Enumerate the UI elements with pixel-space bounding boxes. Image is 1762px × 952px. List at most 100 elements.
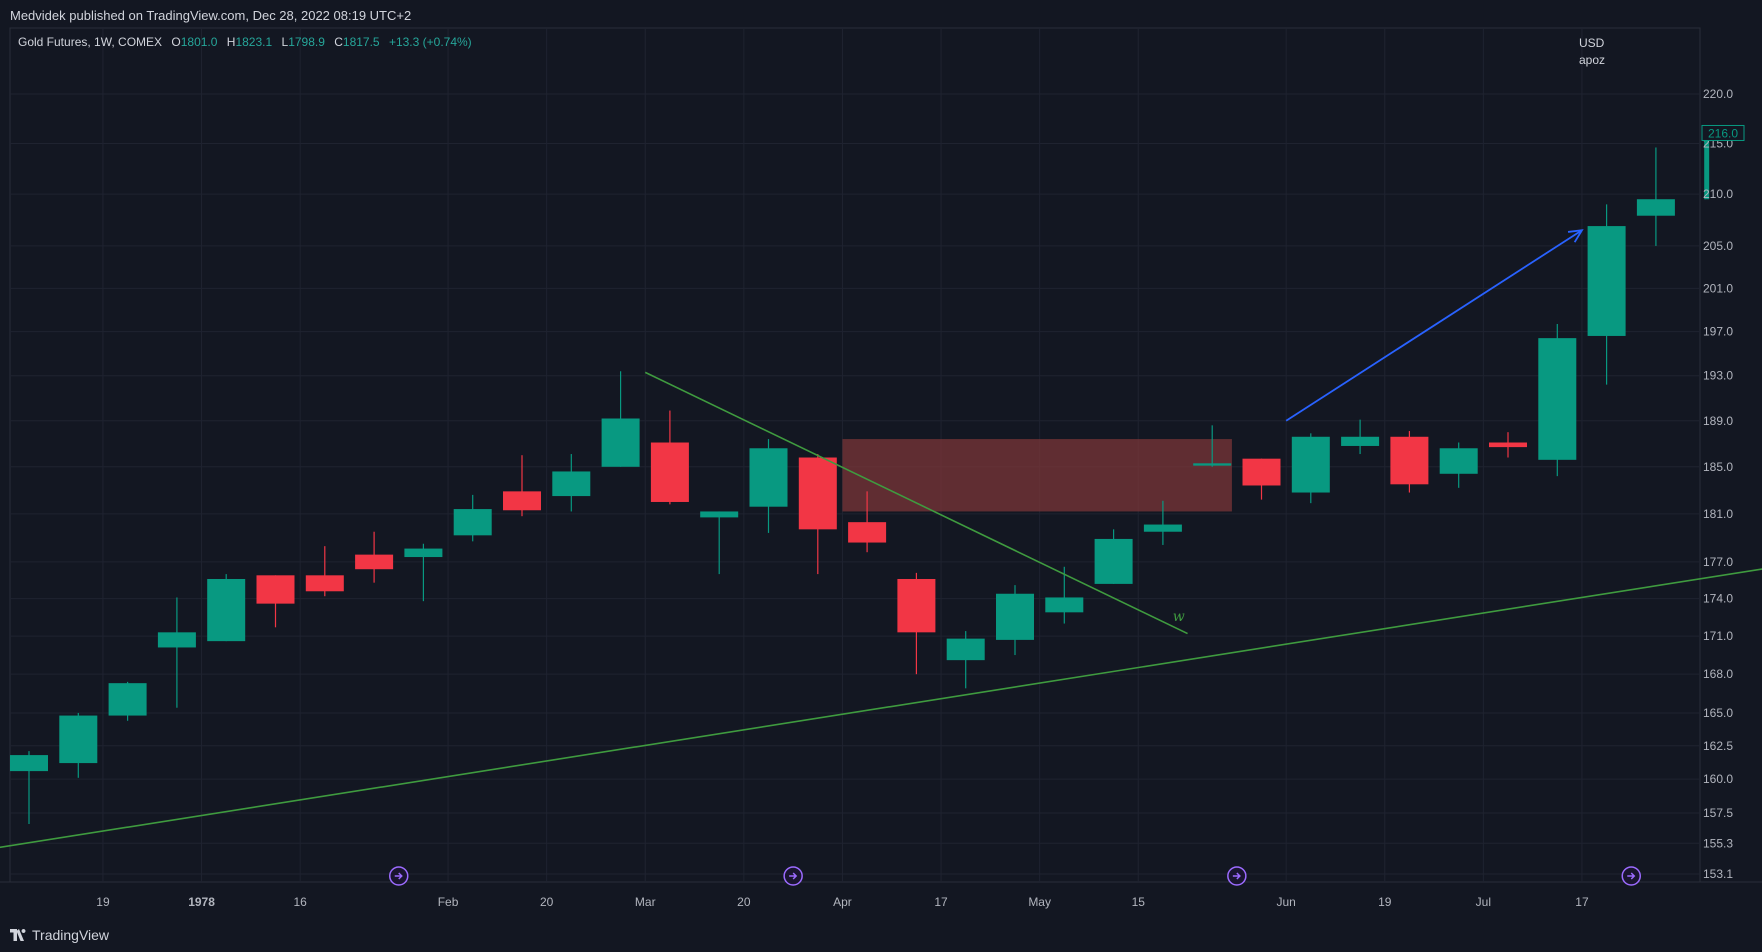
tradingview-logo[interactable]: TradingView <box>10 927 109 943</box>
price-tick-label: 189.0 <box>1703 414 1733 428</box>
candle <box>1242 458 1281 500</box>
candle-body <box>355 554 394 570</box>
candle <box>749 439 788 533</box>
candle <box>1341 419 1380 455</box>
brand-label: TradingView <box>32 927 110 943</box>
time-tick-label: Mar <box>635 895 656 909</box>
candle <box>453 494 492 542</box>
event-marker-icon[interactable] <box>1621 866 1641 886</box>
candle <box>10 751 48 824</box>
annotation-text: w <box>1173 609 1185 625</box>
candle-body <box>1291 436 1330 493</box>
supply-zone <box>842 439 1232 512</box>
arrow-head <box>1567 229 1584 243</box>
event-marker-arrow <box>394 872 403 880</box>
event-marker-icon[interactable] <box>1227 866 1247 886</box>
candle <box>1538 323 1577 477</box>
candle-body <box>453 509 492 536</box>
candle <box>305 546 344 597</box>
event-marker-icon[interactable] <box>389 866 409 886</box>
candle <box>404 543 443 602</box>
candle <box>1587 204 1626 385</box>
time-tick-label: Apr <box>833 895 852 909</box>
time-tick-label: 1978 <box>188 895 215 909</box>
event-marker-arrow <box>1232 872 1241 880</box>
published-text: Medvidek published on TradingView.com, D… <box>10 8 412 23</box>
price-tick-label: 160.0 <box>1703 772 1733 786</box>
candle-body <box>700 511 739 518</box>
time-tick-label: Feb <box>438 895 459 909</box>
candle-body <box>305 575 344 592</box>
change-value: +13.3 (+0.74%) <box>388 35 472 49</box>
candle <box>848 491 887 553</box>
candle <box>59 712 98 778</box>
high-label: H <box>226 35 236 49</box>
candle <box>897 572 936 675</box>
tradingview-mark-icon <box>10 929 26 941</box>
candle <box>1291 433 1330 504</box>
candle <box>650 410 689 505</box>
high-value: 1823.1 <box>235 35 273 49</box>
candle <box>207 574 246 642</box>
time-tick-label: Jun <box>1276 895 1295 909</box>
price-tick-label: 165.0 <box>1703 706 1733 720</box>
candle-body <box>503 491 541 511</box>
candle <box>1045 566 1084 624</box>
candle-body <box>749 448 788 507</box>
candle <box>1390 431 1429 493</box>
price-tick-label: 205.0 <box>1703 239 1733 253</box>
last-price-label: 216.0 <box>1701 124 1745 141</box>
candle-body <box>1489 442 1527 448</box>
candle <box>355 531 394 583</box>
price-tick-label: 162.5 <box>1703 739 1733 753</box>
candle-body <box>10 755 48 772</box>
candle-body <box>108 683 147 716</box>
time-tick-label: 20 <box>540 895 554 909</box>
candle-body <box>157 632 196 648</box>
price-tick-label: 193.0 <box>1703 369 1733 383</box>
time-tick-label: 15 <box>1132 895 1146 909</box>
annotations-front: w <box>0 229 1762 849</box>
event-marker-icon[interactable] <box>783 866 803 886</box>
candle-body <box>404 548 443 558</box>
candle <box>1489 432 1527 458</box>
candle <box>1636 147 1675 246</box>
candle-body <box>848 522 887 543</box>
candle-body <box>1636 199 1675 216</box>
candle <box>996 585 1034 656</box>
candle-body <box>897 578 936 633</box>
candle-body <box>552 471 591 497</box>
candle-body <box>207 578 246 642</box>
candle-body <box>601 418 640 467</box>
symbol-title[interactable]: Gold Futures, 1W, COMEX <box>18 35 163 49</box>
resistance-trendline <box>644 371 1188 635</box>
time-tick-label: May <box>1028 895 1051 909</box>
candle-body <box>1538 338 1577 460</box>
scale-note: apoz <box>1579 53 1606 67</box>
candle-body <box>1341 436 1380 446</box>
price-tick-label: 185.0 <box>1703 460 1733 474</box>
price-tick-label: 177.0 <box>1703 555 1733 569</box>
grid-lines <box>0 27 1762 883</box>
open-value: 1801.0 <box>180 35 218 49</box>
candle <box>601 371 640 467</box>
candle <box>157 597 196 708</box>
candle-body <box>1193 463 1232 466</box>
axes: 220.0215.0210.0205.0201.0197.0193.0189.0… <box>96 87 1745 909</box>
candle <box>1143 500 1182 545</box>
candle-body <box>1390 436 1429 485</box>
price-tick-label: 168.0 <box>1703 667 1733 681</box>
price-tick-label: 220.0 <box>1703 87 1733 101</box>
price-tick-label: 197.0 <box>1703 325 1733 339</box>
candle-body <box>650 442 689 502</box>
close-label: C <box>334 35 343 49</box>
open-label: O <box>171 35 181 49</box>
candle-body <box>1587 226 1626 336</box>
publish-header: Medvidek published on TradingView.com, D… <box>0 0 1762 28</box>
candle <box>700 511 739 575</box>
candle-body <box>798 457 837 530</box>
candle <box>552 454 591 512</box>
candle <box>1704 130 1710 200</box>
candle <box>1439 442 1478 488</box>
